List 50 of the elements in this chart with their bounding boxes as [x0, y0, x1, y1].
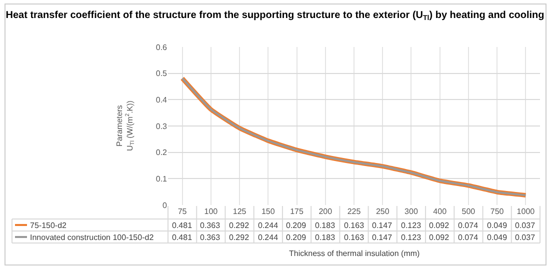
data-label: 0.147 [372, 221, 393, 230]
y-tick-label: 0.3 [156, 122, 168, 131]
data-label: 0.037 [515, 233, 536, 242]
data-label: 0.244 [258, 233, 279, 242]
data-label: 0.092 [429, 221, 450, 230]
data-label: 0.209 [286, 221, 307, 230]
data-label: 0.363 [200, 221, 221, 230]
data-label: 0.481 [172, 221, 193, 230]
data-label: 0.209 [286, 233, 307, 242]
data-label: 0.049 [487, 221, 508, 230]
y-tick-label: 0 [162, 200, 168, 210]
data-label: 0.244 [258, 221, 279, 230]
x-tick-label: 200 [318, 207, 333, 216]
x-tick-label: 100 [204, 207, 218, 216]
data-label: 0.481 [172, 233, 193, 242]
data-label: 0.037 [515, 221, 536, 230]
x-tick-label: 75 [178, 207, 188, 216]
data-label: 0.074 [458, 221, 479, 230]
legend-label: Innovated construction 100-150-d2 [30, 233, 154, 242]
x-tick-label: 150 [261, 207, 276, 216]
x-tick-label: 125 [232, 207, 247, 216]
data-label: 0.163 [344, 221, 365, 230]
data-label: 0.123 [401, 233, 422, 242]
chart-title: Heat transfer coefficient of the structure from the supporting structure to the exterior (U$_{Tl}$) by heating and cooling [6, 10, 544, 22]
x-tick-label: 225 [347, 207, 362, 216]
data-label: 0.092 [429, 233, 450, 242]
x-tick-label: 500 [462, 207, 476, 216]
data-label: 0.123 [401, 221, 422, 230]
y-tick-label: 0.4 [156, 95, 168, 104]
x-tick-label: 175 [290, 207, 304, 216]
y-tick-label: 0.2 [156, 148, 168, 158]
data-label: 0.074 [458, 233, 479, 242]
data-label: 0.292 [229, 233, 250, 242]
data-label: 0.363 [200, 233, 221, 242]
x-tick-label: 300 [404, 207, 418, 216]
y-tick-label: 0.1 [156, 174, 168, 184]
data-label: 0.163 [344, 233, 365, 242]
data-label: 0.049 [487, 233, 508, 242]
data-label: 0.183 [315, 221, 336, 230]
y-tick-label: 0.6 [156, 42, 168, 52]
data-label: 0.292 [229, 221, 250, 230]
legend-label: 75-150-d2 [30, 221, 68, 230]
y-tick-label: 0.5 [156, 69, 168, 78]
x-tick-label: 1000 [516, 207, 536, 216]
data-label: 0.183 [315, 233, 336, 242]
x-tick-label: 750 [490, 207, 504, 216]
x-tick-label: 400 [433, 207, 448, 216]
data-label: 0.147 [372, 233, 393, 242]
x-tick-label: 250 [376, 207, 390, 216]
x-axis-title: Thickness of thermal insulation (mm) [289, 249, 420, 258]
